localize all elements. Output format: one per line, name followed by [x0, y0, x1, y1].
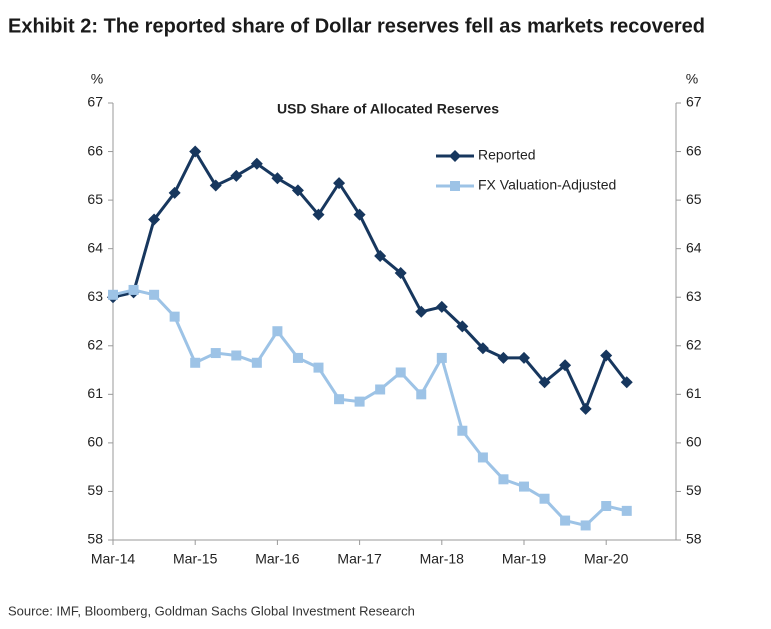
y-tick-label: 66: [87, 142, 103, 158]
point: [292, 352, 303, 363]
y-tick-label: 62: [87, 336, 103, 352]
point: [559, 359, 572, 372]
y-axis-unit: %: [91, 71, 103, 87]
x-tick-label: Mar-15: [173, 551, 218, 567]
y-tick-label: 58: [87, 531, 103, 547]
point: [230, 169, 243, 182]
y-tick-label: 64: [87, 239, 103, 255]
y2-tick-label: 65: [686, 191, 702, 207]
y2-tick-label: 67: [686, 94, 702, 110]
point: [375, 384, 386, 395]
y-tick-label: 65: [87, 191, 103, 207]
point: [538, 376, 551, 389]
x-tick-label: Mar-17: [337, 551, 382, 567]
point: [334, 394, 345, 405]
point: [620, 376, 633, 389]
y-tick-label: 59: [87, 482, 103, 498]
x-tick-label: Mar-14: [91, 551, 136, 567]
point: [435, 300, 448, 313]
point: [209, 179, 222, 192]
y2-tick-label: 60: [686, 434, 702, 450]
legend-label: Reported: [478, 147, 536, 163]
chart-subtitle: USD Share of Allocated Reserves: [277, 101, 499, 117]
point: [353, 208, 366, 221]
point: [477, 452, 488, 463]
point: [190, 357, 201, 368]
point: [476, 342, 489, 355]
point: [518, 351, 530, 364]
source-note: Source: IMF, Bloomberg, Goldman Sachs Gl…: [8, 603, 415, 618]
point: [374, 249, 387, 262]
y2-tick-label: 64: [686, 239, 702, 255]
point: [450, 181, 460, 191]
point: [250, 157, 263, 170]
point: [272, 326, 283, 337]
y-tick-label: 63: [87, 288, 103, 304]
point: [621, 505, 632, 516]
point: [600, 349, 613, 362]
series-line: [112, 148, 628, 413]
point: [449, 150, 461, 162]
y2-tick-label: 62: [686, 336, 702, 352]
series-line: [112, 288, 628, 528]
point: [189, 145, 202, 158]
point: [128, 284, 139, 295]
point: [271, 172, 284, 185]
point: [579, 402, 592, 415]
point: [539, 493, 550, 504]
point: [333, 177, 346, 190]
y2-tick-label: 61: [686, 385, 702, 401]
point: [395, 367, 406, 378]
point: [210, 348, 221, 359]
x-tick-label: Mar-18: [420, 551, 465, 567]
y-tick-label: 67: [87, 94, 103, 110]
point: [436, 352, 447, 363]
y2-tick-label: 63: [686, 288, 702, 304]
point: [108, 289, 118, 300]
legend-label: FX Valuation-Adjusted: [478, 177, 616, 193]
point: [312, 208, 325, 221]
y-tick-label: 60: [87, 434, 103, 450]
x-tick-label: Mar-20: [584, 551, 629, 567]
y2-tick-label: 66: [686, 142, 702, 158]
point: [415, 305, 428, 318]
chart-title: Exhibit 2: The reported share of Dollar …: [8, 15, 705, 37]
point: [148, 213, 161, 226]
x-tick-label: Mar-16: [255, 551, 300, 567]
point: [560, 515, 571, 526]
y-tick-label: 61: [87, 385, 103, 401]
point: [251, 357, 262, 368]
point: [394, 266, 407, 279]
point: [149, 289, 160, 300]
point: [601, 501, 612, 512]
point: [169, 311, 180, 322]
point: [580, 520, 591, 531]
point: [231, 350, 242, 361]
point: [457, 425, 468, 436]
y2-tick-label: 59: [686, 482, 702, 498]
point: [519, 481, 529, 492]
point: [416, 389, 427, 400]
point: [354, 396, 365, 407]
point: [313, 362, 324, 373]
y2-tick-label: 58: [686, 531, 702, 547]
point: [456, 320, 469, 333]
point: [497, 351, 510, 364]
point: [498, 474, 509, 485]
y2-axis-unit: %: [686, 71, 698, 87]
point: [168, 186, 181, 199]
x-tick-label: Mar-19: [502, 551, 547, 567]
point: [291, 184, 304, 197]
